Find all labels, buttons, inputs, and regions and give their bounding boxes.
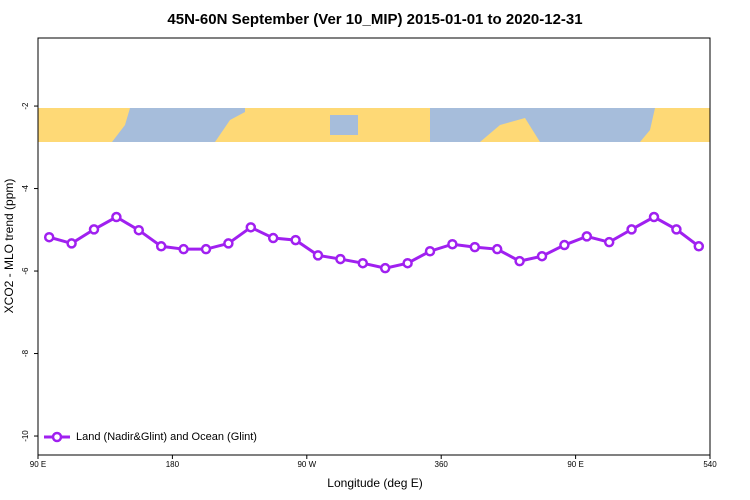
point: [648, 211, 660, 223]
point: [267, 232, 279, 244]
point: [155, 241, 167, 252]
y-axis-label: XCO2 - MLO trend (ppm): [2, 179, 16, 314]
point: [178, 243, 189, 255]
point: [514, 255, 525, 267]
point: [379, 262, 391, 274]
x-tick-label: 90 W: [297, 460, 316, 469]
y-tick-label: -4: [21, 184, 30, 192]
point: [491, 243, 503, 255]
point: [693, 241, 705, 252]
point: [626, 224, 637, 235]
point: [200, 243, 212, 255]
point: [603, 236, 615, 248]
x-tick-label: 540: [703, 460, 717, 469]
point: [88, 224, 100, 235]
legend-label: Land (Nadir&Glint) and Ocean (Glint): [76, 431, 257, 443]
point: [335, 253, 346, 265]
y-tick-label: -6: [21, 267, 30, 275]
series-line: [48, 215, 700, 270]
point: [111, 211, 122, 223]
point: [559, 239, 570, 251]
point: [245, 222, 257, 233]
point: [469, 241, 481, 253]
point: [402, 257, 413, 269]
point: [43, 231, 55, 243]
point: [424, 245, 436, 257]
x-tick-label: 90 E: [30, 460, 46, 469]
point: [357, 257, 369, 269]
point: [581, 231, 593, 242]
point: [447, 238, 458, 250]
x-tick-label: 360: [435, 460, 449, 469]
chart-title: 45N-60N September (Ver 10_MIP) 2015-01-0…: [167, 11, 582, 28]
plot-frame: [37, 37, 711, 456]
point: [671, 224, 682, 235]
x-tick-label: 180: [166, 460, 180, 469]
x-axis-label: Longitude (deg E): [327, 476, 422, 490]
y-tick-label: -10: [21, 430, 30, 442]
legend-marker: [51, 431, 63, 443]
map-strip: [38, 108, 710, 142]
point: [536, 250, 548, 262]
point: [312, 250, 324, 261]
point: [290, 234, 301, 246]
y-tick-label: -2: [21, 102, 30, 110]
x-tick-label: 90 E: [567, 460, 583, 469]
point: [66, 238, 77, 249]
y-tick-label: -8: [21, 349, 30, 357]
point: [223, 238, 234, 249]
point: [133, 224, 145, 236]
